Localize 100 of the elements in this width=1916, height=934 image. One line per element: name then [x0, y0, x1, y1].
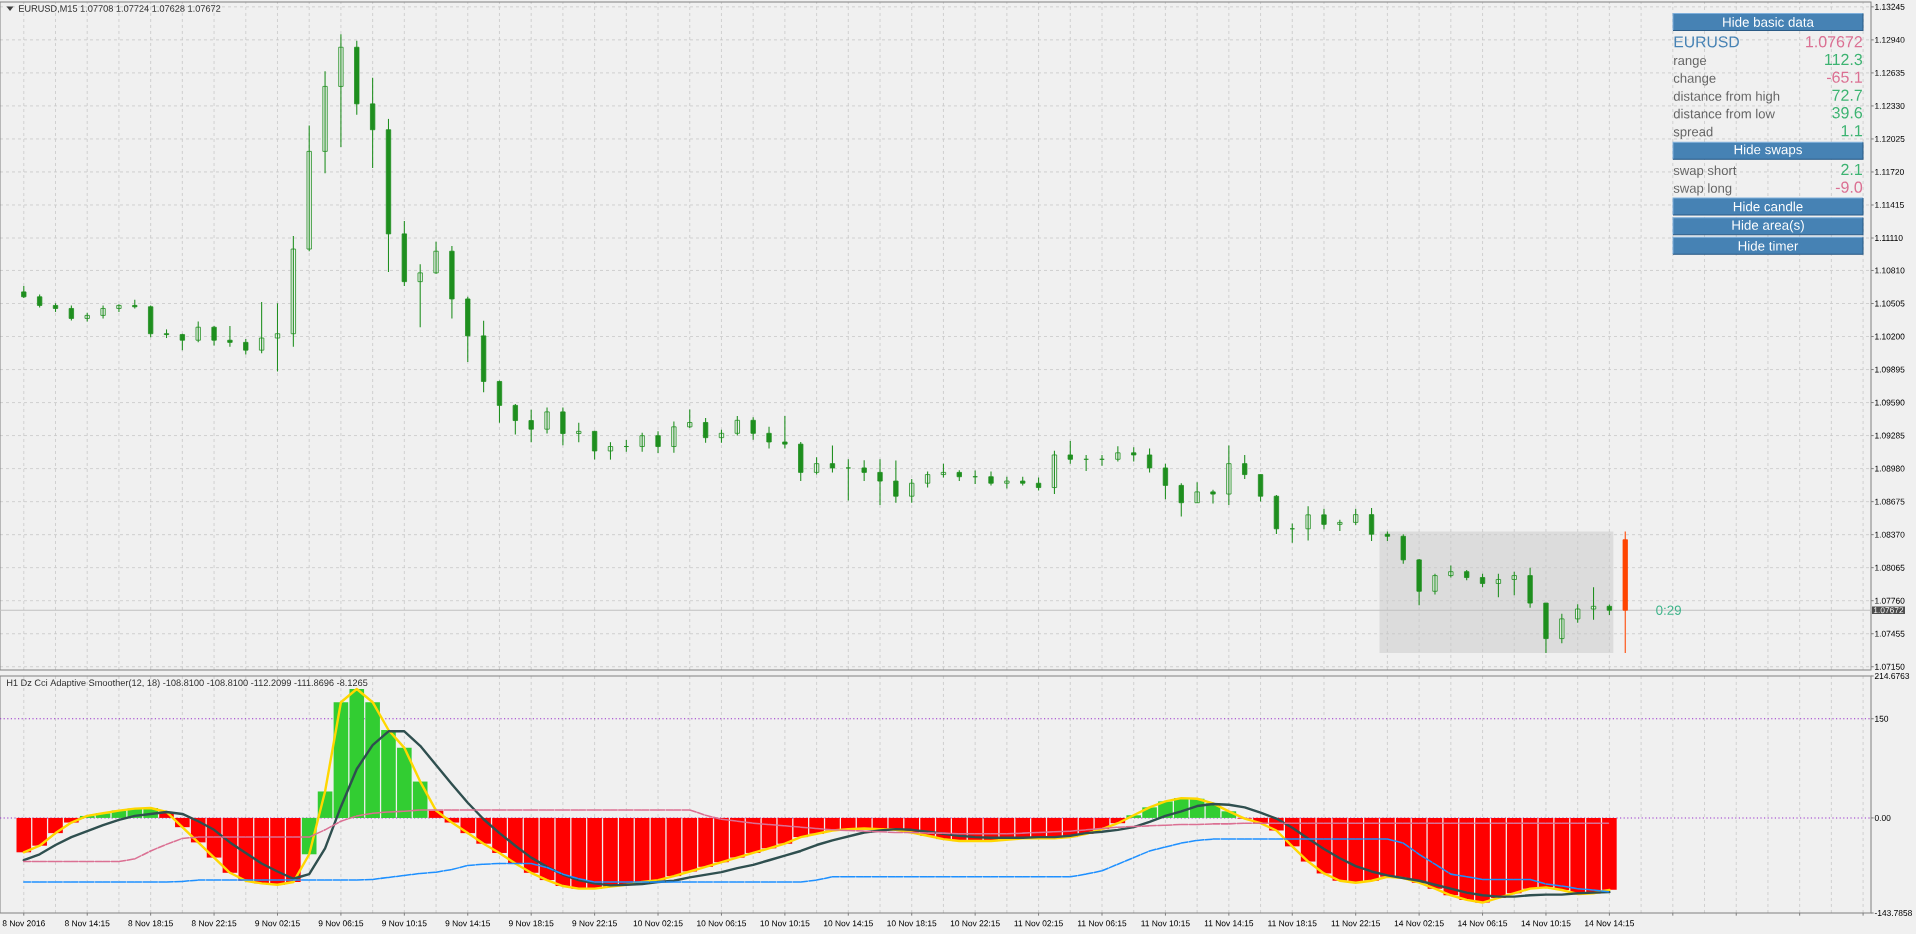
y-tick-label: 1.10810 — [1875, 267, 1905, 274]
annotation: 72.7 — [1832, 89, 1862, 101]
x-tick-label: 9 Nov 14:15 — [445, 920, 491, 927]
candlestick — [1448, 564, 1454, 579]
x-tick-label: 14 Nov 02:15 — [1394, 920, 1444, 927]
candlestick — [1131, 446, 1137, 462]
y-tick-label: 1.08675 — [1875, 498, 1905, 505]
candlestick — [829, 444, 836, 473]
annotation: range — [1674, 57, 1707, 68]
x-tick-label: 11 Nov 06:15 — [1077, 920, 1127, 927]
candlestick — [417, 263, 423, 328]
candlestick — [576, 422, 582, 443]
y-tick-label: 1.11110 — [1875, 235, 1903, 241]
x-tick-label: 11 Nov 14:15 — [1204, 920, 1254, 927]
candlestick — [195, 321, 201, 343]
y-tick-label: 0.00 — [1874, 814, 1891, 821]
y-tick-label: 1.13245 — [1875, 3, 1905, 10]
x-tick-label: 9 Nov 22:15 — [572, 920, 617, 927]
x-tick-label: 11 Nov 18:15 — [1268, 920, 1317, 927]
x-tick-label: 8 Nov 18:15 — [128, 920, 173, 927]
candlestick — [163, 328, 170, 339]
x-tick-label: 10 Nov 14:15 — [823, 920, 873, 927]
candlestick — [528, 409, 534, 443]
x-tick-label: 14 Nov 06:15 — [1458, 920, 1508, 927]
annotation: swap short — [1673, 165, 1737, 178]
y-tick-label: 214.6763 — [1874, 673, 1910, 679]
y-tick-label: 1.08065 — [1875, 564, 1905, 571]
candlestick — [782, 415, 788, 450]
candlestick — [734, 415, 740, 437]
candlestick — [1353, 508, 1359, 526]
annotation: 1.1 — [1841, 125, 1862, 137]
annotation: distance from low — [1673, 108, 1775, 119]
candlestick — [1511, 571, 1517, 596]
x-tick-label: 11 Nov 10:15 — [1141, 920, 1190, 927]
candlestick — [1464, 569, 1470, 581]
bar — [650, 817, 666, 881]
x-tick-label: 8 Nov 14:15 — [64, 920, 110, 927]
y-tick-label: 1.12635 — [1875, 69, 1905, 76]
chart-title: H1 Dz Cci Adaptive Smoother(12, 18) -108.8100 -108.8100 -112.2099 -111.8696 -8.1265 — [7, 679, 368, 688]
x-tick-label: 10 Nov 18:15 — [887, 920, 937, 927]
y-tick-label: 1.12025 — [1875, 135, 1905, 142]
y-tick-label: 1.08370 — [1875, 531, 1905, 538]
x-tick-label: 8 Nov 22:15 — [191, 920, 237, 927]
annotation: EURUSD — [1674, 36, 1739, 48]
annotation: swap long — [1673, 183, 1732, 196]
y-tick-label: 1.07455 — [1875, 630, 1905, 637]
annotation: Hide area(s) — [1732, 220, 1804, 233]
candlestick — [37, 294, 43, 309]
y-tick-label: 1.10200 — [1875, 333, 1905, 340]
candlestick — [465, 296, 471, 363]
annotation: 112.3 — [1825, 53, 1863, 66]
candlestick — [1178, 482, 1184, 518]
y-tick-label: 1.09895 — [1875, 366, 1905, 373]
candlestick — [512, 403, 518, 435]
annotation: 2.1 — [1841, 163, 1862, 175]
candlestick — [845, 458, 851, 502]
chart-title: EURUSD,M15 1.07708 1.07724 1.07628 1.07672 — [19, 5, 221, 13]
candlestick — [1226, 444, 1232, 506]
x-tick-label: 14 Nov 14:15 — [1585, 920, 1635, 927]
annotation: -65.1 — [1826, 71, 1862, 83]
candlestick — [1622, 530, 1628, 654]
candlestick — [290, 235, 296, 348]
candlestick — [956, 469, 962, 482]
annotation: Hide basic data — [1723, 17, 1814, 27]
x-tick-label: 11 Nov 02:15 — [1014, 920, 1063, 927]
candlestick — [68, 304, 74, 322]
x-tick-label: 11 Nov 22:15 — [1331, 920, 1381, 927]
candlestick — [259, 301, 265, 354]
annotation: distance from high — [1673, 91, 1780, 104]
x-tick-label: 10 Nov 22:15 — [950, 920, 1000, 927]
annotation: Hide candle — [1733, 201, 1803, 212]
x-tick-label: 10 Nov 02:15 — [633, 920, 683, 927]
candlestick — [148, 304, 154, 338]
annotation: 0:29 — [1656, 605, 1681, 615]
x-tick-label: 9 Nov 06:15 — [318, 920, 364, 927]
y-tick-label: 1.11720 — [1875, 168, 1904, 175]
x-tick-label: 8 Nov 2016 — [2, 920, 45, 927]
x-tick-label: 10 Nov 10:15 — [760, 920, 810, 927]
y-tick-label: -143.7858 — [1874, 910, 1912, 916]
y-tick-label: 150 — [1875, 715, 1889, 722]
y-tick-label: 1.09590 — [1875, 399, 1905, 406]
candlestick — [1242, 454, 1248, 480]
x-tick-label: 9 Nov 10:15 — [382, 920, 427, 927]
y-tick-label: 1.07150 — [1875, 663, 1905, 670]
annotation: 39.6 — [1832, 107, 1863, 119]
candlestick — [1067, 440, 1073, 465]
candlestick — [274, 302, 281, 373]
candlestick — [1337, 519, 1343, 532]
candlestick — [639, 432, 645, 453]
candlestick — [21, 285, 27, 299]
candlestick — [401, 220, 407, 287]
y-tick-label: 1.12940 — [1875, 36, 1905, 43]
annotation: Hide swaps — [1734, 144, 1802, 157]
annotation: spread — [1673, 126, 1713, 139]
y-tick-label: 1.09285 — [1875, 432, 1905, 439]
candlestick — [306, 124, 312, 252]
annotation: change — [1673, 73, 1716, 86]
x-tick-label: 9 Nov 18:15 — [508, 920, 554, 927]
y-tick-label: 1.08980 — [1875, 465, 1905, 472]
x-tick-label: 14 Nov 10:15 — [1521, 920, 1571, 927]
